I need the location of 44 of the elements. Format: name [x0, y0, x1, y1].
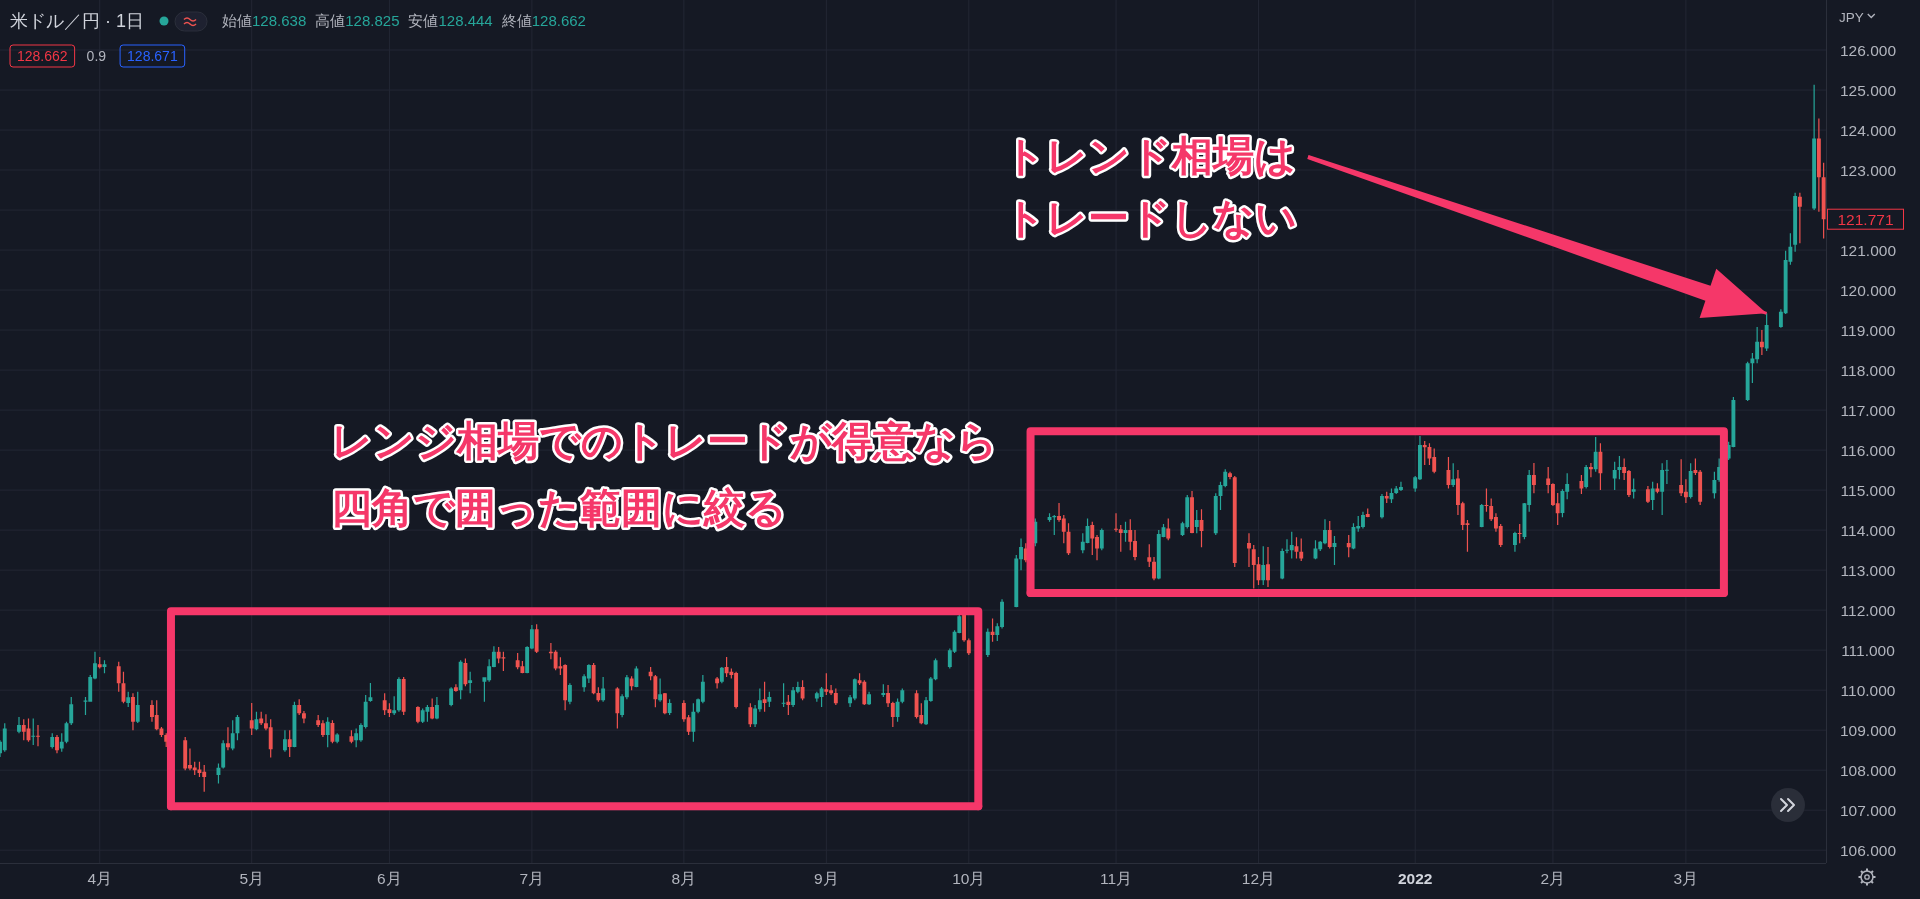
annotation: 始値128.638	[222, 12, 307, 29]
y-tick-label: 106.000	[1839, 841, 1897, 859]
y-tick-label: 107.000	[1839, 801, 1897, 819]
x-tick-label: 5月	[239, 870, 265, 887]
y-tick-label: 121.000	[1839, 241, 1897, 259]
y-tick-label: 110.000	[1840, 681, 1896, 699]
x-tick-label: 10月	[952, 870, 986, 887]
annotation: 高値128.825	[315, 12, 400, 29]
y-axis-title: JPY	[1839, 10, 1864, 25]
x-tick-label: 12月	[1241, 870, 1276, 887]
y-tick-label: 115.000	[1840, 481, 1896, 499]
y-tick-label: 125.000	[1839, 81, 1897, 99]
text: 米ドル／円 · 1日	[10, 11, 145, 31]
y-tick-label: 124.000	[1839, 121, 1897, 139]
y-tick-label: 117.000	[1840, 401, 1896, 419]
annotation: トレンド相場はトレードしない	[1004, 133, 1297, 241]
x-tick-label: 7月	[519, 870, 545, 887]
y-tick-label: 120.000	[1839, 281, 1897, 299]
x-tick-label: 11月	[1099, 870, 1133, 887]
y-tick-label: 116.000	[1840, 441, 1896, 459]
annotation: 128.662	[17, 48, 68, 64]
x-tick-label: 2022	[1397, 870, 1433, 887]
y-tick-label: 118.000	[1840, 361, 1896, 379]
annotation: レンジ相場でのトレードが得意なら四角で囲った範囲に絞る	[331, 418, 998, 531]
y-tick-label: 109.000	[1839, 721, 1897, 739]
x-tick-label: 9月	[814, 870, 839, 887]
y-tick-label: 111.000	[1841, 641, 1896, 659]
x-tick-label: 6月	[377, 870, 402, 887]
x-tick-label: 3月	[1673, 870, 1699, 887]
annotation: 128.671	[127, 48, 178, 64]
y-tick-label: 119.000	[1840, 321, 1896, 339]
annotation: 安値128.444	[408, 12, 493, 29]
annotation: 終値128.662	[500, 12, 586, 29]
x-tick-label: 2月	[1540, 870, 1566, 887]
annotation: 0.9	[86, 48, 107, 64]
text: 121.771	[1837, 210, 1894, 228]
x-tick-label: 8月	[671, 870, 697, 887]
y-tick-label: 113.000	[1840, 561, 1896, 579]
y-tick-label: 126.000	[1839, 41, 1897, 59]
y-tick-label: 114.000	[1840, 521, 1896, 539]
y-tick-label: 112.000	[1840, 601, 1896, 619]
y-tick-label: 108.000	[1839, 761, 1897, 779]
y-tick-label: 123.000	[1839, 161, 1897, 179]
x-tick-label: 4月	[87, 870, 113, 887]
